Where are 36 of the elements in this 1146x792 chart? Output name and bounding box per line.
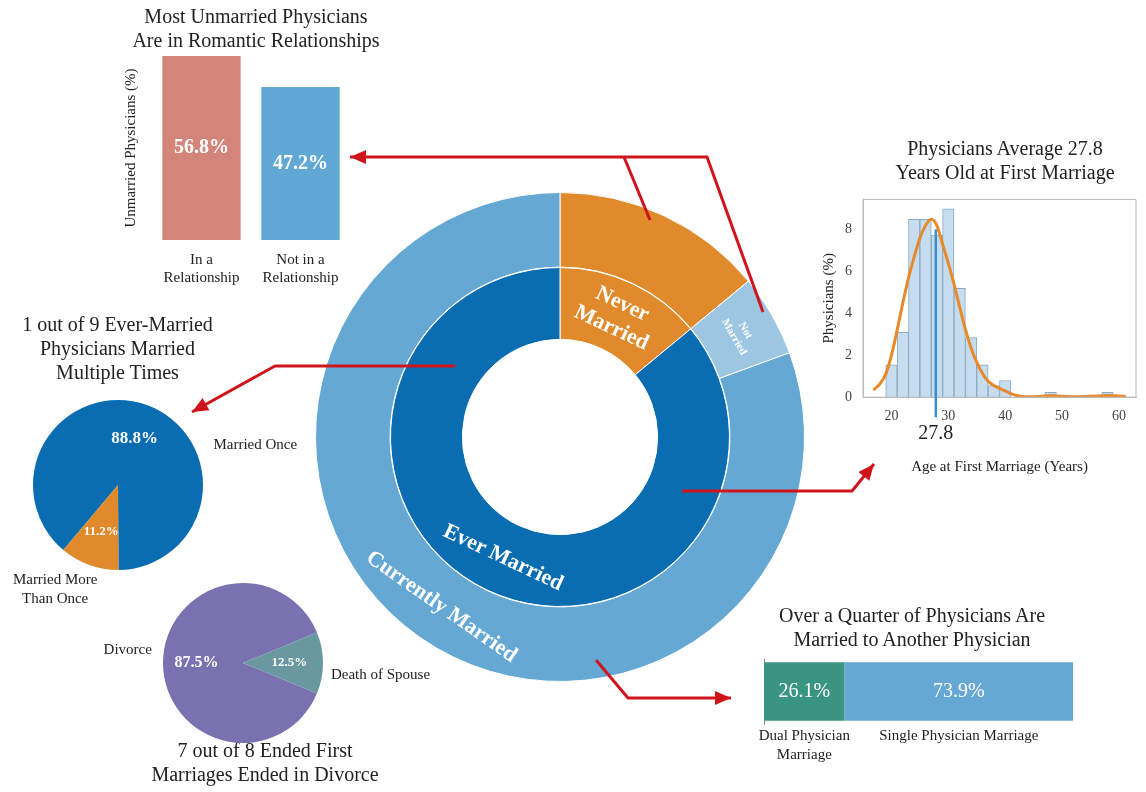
x-tick-label: 40	[998, 408, 1013, 424]
data-label: 56.8%	[174, 135, 229, 158]
series-label: Single Physician Marriage	[879, 727, 1039, 744]
y-tick-label: 0	[845, 388, 852, 404]
x-tick-label: 50	[1055, 408, 1070, 424]
x-tick-label: 60	[1111, 408, 1126, 424]
data-label: 12.5%	[271, 654, 308, 670]
data-label: 73.9%	[932, 678, 985, 701]
y-axis-title: Unmarried Physicians (%)	[121, 68, 139, 228]
series-label: Dual Physician Marriage	[758, 727, 851, 763]
data-label: 26.1%	[778, 678, 831, 701]
x-tick-label: 30	[941, 408, 956, 424]
x-tick-label: In a Relationship	[163, 250, 240, 285]
slice-label: Married More Than Once	[12, 571, 98, 607]
slice-label: Death of Spouse	[330, 665, 431, 682]
slice-label: Divorce	[103, 640, 153, 657]
data-label: 11.2%	[83, 522, 119, 538]
x-axis-title: Age at First Marriage (Years)	[911, 457, 1088, 475]
data-label: 47.2%	[273, 150, 328, 173]
chart-title: Most Unmarried Physicians Are in Romantic Relationships	[131, 4, 381, 52]
y-tick-label: 2	[845, 347, 852, 363]
text: 7 out of 8 Ended First Marriages Ended in Divorce	[150, 738, 380, 786]
ref-line-label: 27.8	[918, 421, 954, 444]
y-tick-label: 6	[845, 263, 852, 279]
y-tick-label: 8	[845, 221, 852, 237]
data-label: 87.5%	[174, 653, 219, 671]
chart-title: Over a Quarter of Physicians Are Married to Another Physician	[778, 603, 1046, 651]
y-axis-title: Physicians (%)	[819, 253, 837, 344]
y-tick-label: 4	[845, 305, 852, 321]
x-tick-label: 20	[884, 408, 899, 424]
data-label: 88.8%	[111, 428, 159, 448]
x-tick-label: Not in a Relationship	[262, 250, 339, 285]
slice-label: Married Once	[213, 435, 298, 452]
chart-title: Physicians Average 27.8 Years Old at First Marriage	[894, 136, 1116, 184]
chart-title: 1 out of 9 Ever-Married Physicians Married Multiple Times	[21, 312, 214, 384]
line-series	[872, 217, 1127, 398]
